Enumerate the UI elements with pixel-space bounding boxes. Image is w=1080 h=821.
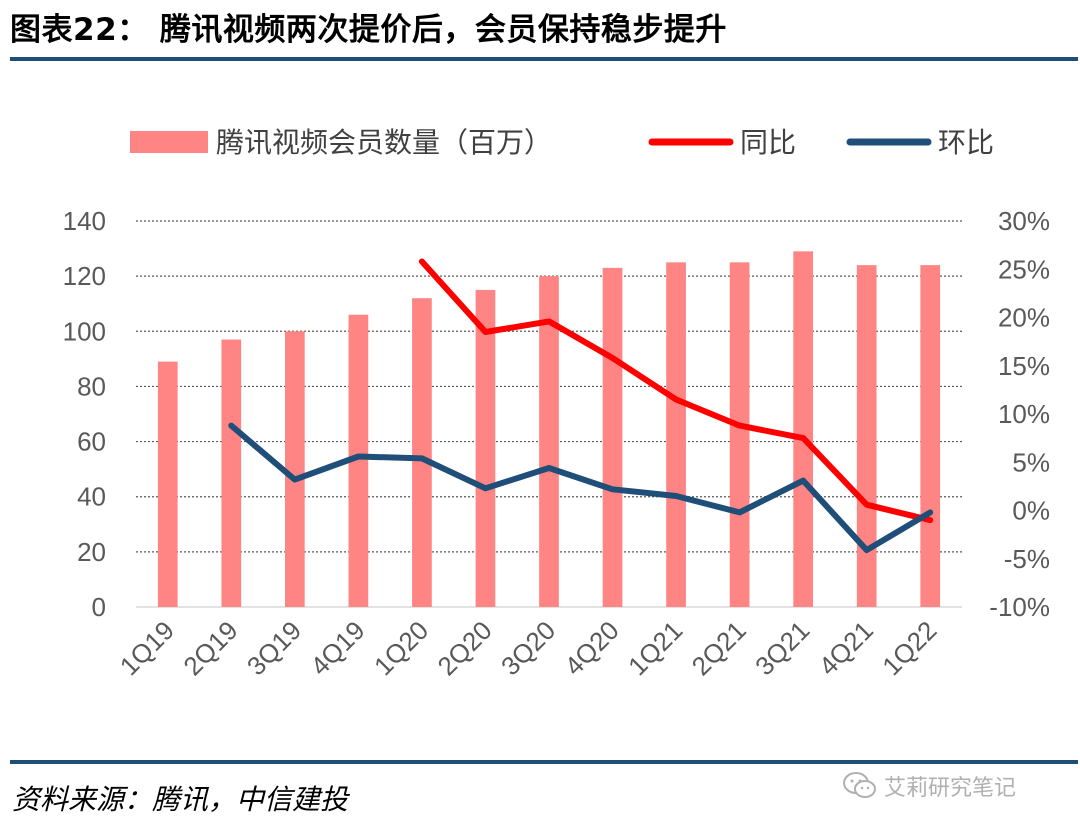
right-tick-label: 20% — [998, 303, 1050, 333]
right-tick-label: -5% — [1004, 544, 1050, 574]
legend-label-bar: 腾讯视频会员数量（百万） — [216, 126, 552, 159]
bottom-rule — [10, 760, 1078, 764]
bar-series — [157, 251, 941, 608]
legend: 腾讯视频会员数量（百万） 同比 环比 — [130, 126, 994, 159]
bar-3Q20 — [539, 276, 559, 607]
x-tick-label: 3Q19 — [241, 615, 307, 681]
line-series — [228, 258, 934, 554]
x-tick-label: 2Q20 — [432, 615, 498, 681]
right-tick-label: 5% — [1012, 447, 1050, 477]
bar-3Q21 — [793, 251, 814, 608]
left-tick-label: 120 — [63, 261, 106, 291]
x-tick-label: 1Q22 — [876, 615, 942, 681]
line-yoy — [418, 258, 934, 524]
left-tick-label: 140 — [63, 206, 106, 236]
chart-title: 图表22： 腾讯视频两次提价后，会员保持稳步提升 — [10, 12, 727, 48]
x-tick-label: 2Q19 — [177, 615, 243, 681]
bar-4Q20 — [602, 267, 623, 607]
x-tick-label: 2Q21 — [686, 615, 752, 681]
x-tick-label: 4Q19 — [304, 615, 370, 681]
source-note: 资料来源：腾讯，中信建投 — [12, 783, 349, 816]
right-axis: -10% -5% 0% 5% 10% 15% 20% 25% 30% — [989, 206, 1050, 622]
bar-1Q21 — [666, 262, 686, 607]
top-rule — [10, 57, 1078, 61]
bar-4Q19 — [348, 314, 369, 607]
bar-1Q22 — [920, 265, 941, 607]
bar-2Q20 — [475, 289, 496, 607]
x-tick-label: 3Q20 — [495, 615, 561, 681]
right-tick-label: -10% — [989, 592, 1050, 622]
left-tick-label: 80 — [77, 371, 106, 401]
bar-3Q19 — [284, 331, 305, 607]
x-tick-label: 1Q20 — [368, 615, 434, 681]
right-tick-label: 15% — [998, 351, 1050, 381]
watermark: 艾莉研究笔记 — [842, 768, 1016, 804]
left-axis: 0 20 40 60 80 100 120 140 — [63, 206, 106, 622]
left-tick-label: 0 — [92, 592, 106, 622]
legend-swatch-bar — [130, 131, 208, 153]
bar-2Q19 — [221, 339, 242, 607]
x-tick-label: 1Q19 — [114, 615, 180, 681]
right-tick-label: 10% — [998, 399, 1050, 429]
legend-label-yoy: 同比 — [740, 126, 796, 159]
watermark-text: 艾莉研究笔记 — [884, 776, 1017, 801]
line-qoq — [228, 422, 934, 554]
x-tick-label: 4Q21 — [813, 615, 879, 681]
bar-1Q20 — [412, 298, 432, 607]
left-tick-label: 100 — [63, 316, 106, 346]
bar-4Q21 — [856, 265, 877, 607]
x-tick-label: 3Q21 — [749, 615, 815, 681]
x-tick-label: 1Q21 — [622, 615, 688, 681]
left-tick-label: 20 — [77, 537, 106, 567]
left-tick-label: 40 — [77, 482, 106, 512]
right-tick-label: 25% — [998, 254, 1050, 284]
wechat-icon — [843, 772, 876, 798]
bar-2Q21 — [729, 262, 750, 607]
right-tick-label: 30% — [998, 206, 1050, 236]
x-axis: 1Q192Q193Q194Q191Q202Q203Q204Q201Q212Q21… — [114, 615, 943, 681]
right-tick-label: 0% — [1012, 496, 1050, 526]
bar-1Q19 — [157, 361, 178, 607]
legend-label-qoq: 环比 — [938, 126, 994, 159]
chart: 腾讯视频会员数量（百万） 同比 环比 0 20 40 60 80 100 120 140 -1… — [63, 126, 1050, 681]
x-tick-label: 4Q20 — [559, 615, 625, 681]
left-tick-label: 60 — [77, 427, 106, 457]
